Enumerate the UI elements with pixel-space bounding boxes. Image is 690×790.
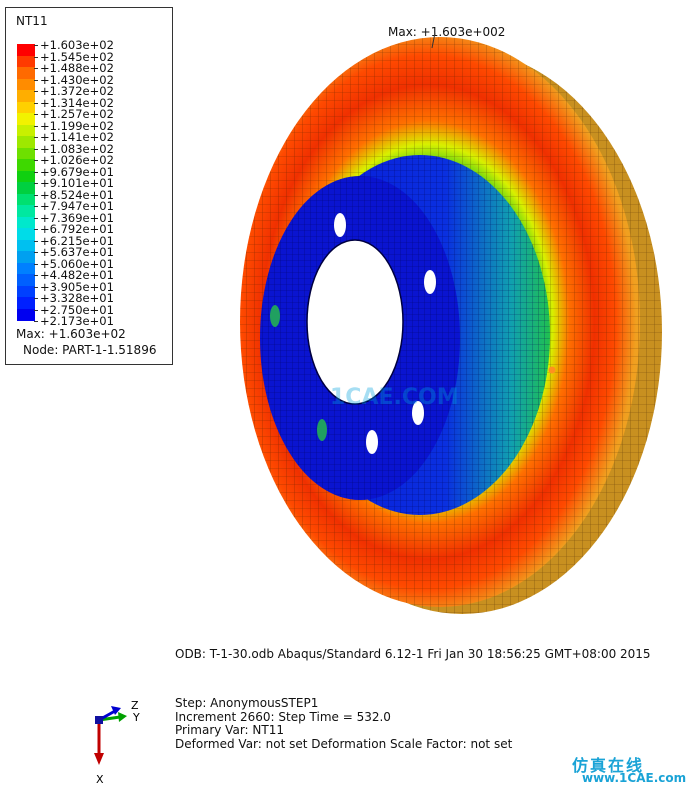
legend-label: +1.199e+02 bbox=[34, 118, 114, 133]
legend-label: +1.083e+02 bbox=[34, 141, 114, 156]
contour-legend: NT11 +1.603e+02 +1.545e+02 +1.488e+02 +1.43… bbox=[5, 7, 173, 365]
center-bore bbox=[306, 239, 404, 405]
legend-swatch bbox=[17, 170, 35, 183]
model-viewport[interactable] bbox=[190, 20, 690, 620]
legend-label: +6.792e+01 bbox=[34, 222, 114, 236]
legend-label: +8.524e+01 bbox=[34, 187, 114, 202]
lug-hole bbox=[317, 419, 327, 441]
legend-label: +9.101e+01 bbox=[34, 176, 114, 190]
coordinate-triad: Z Y X bbox=[94, 699, 140, 785]
max-leader-line bbox=[431, 32, 436, 49]
center-watermark: 1CAE.COM bbox=[330, 385, 459, 410]
legend-label: +1.372e+02 bbox=[34, 84, 114, 98]
legend-swatch bbox=[17, 251, 35, 263]
legend-label: +9.679e+01 bbox=[34, 164, 114, 179]
legend-label: +1.314e+02 bbox=[34, 95, 114, 110]
legend-label: +4.482e+01 bbox=[34, 268, 114, 282]
legend-label: +1.257e+02 bbox=[34, 107, 114, 121]
legend-label: +1.430e+02 bbox=[34, 72, 114, 87]
legend-swatch bbox=[17, 44, 35, 56]
legend-label: +1.488e+02 bbox=[34, 61, 114, 75]
legend-swatch bbox=[17, 90, 35, 102]
max-value-annotation: Max: +1.603e+002 bbox=[388, 25, 506, 39]
triad-z-label: Z bbox=[131, 699, 139, 712]
legend-label: +7.947e+01 bbox=[34, 199, 114, 213]
step-line: Step: AnonymousSTEP1 bbox=[175, 696, 319, 710]
legend-swatch bbox=[17, 285, 35, 298]
legend-swatch bbox=[17, 78, 35, 91]
legend-label: +7.369e+01 bbox=[34, 210, 114, 225]
legend-max-node: Node: PART-1-1.51896 bbox=[23, 343, 157, 357]
deformed-var-line: Deformed Var: not set Deformation Scale … bbox=[175, 736, 513, 751]
legend-label: +5.060e+01 bbox=[34, 256, 114, 271]
legend-swatch bbox=[17, 193, 35, 206]
increment-line: Increment 2660: Step Time = 532.0 bbox=[175, 709, 391, 724]
legend-swatch bbox=[17, 308, 35, 321]
legend-label: +3.905e+01 bbox=[34, 279, 114, 294]
lug-hole bbox=[412, 401, 424, 425]
site-watermark: 仿真在线 bbox=[572, 756, 645, 775]
legend-swatch bbox=[17, 262, 35, 275]
max-node-marker bbox=[548, 366, 556, 374]
triad-y-label: Y bbox=[132, 711, 140, 724]
legend-swatch bbox=[17, 216, 35, 229]
odb-info-line: ODB: T-1-30.odb Abaqus/Standard 6.12-1 F… bbox=[175, 647, 651, 661]
legend-label: +2.173e+01 bbox=[34, 314, 114, 328]
legend-label: +6.215e+01 bbox=[34, 233, 114, 248]
legend-swatch bbox=[17, 147, 35, 160]
legend-label: +2.750e+01 bbox=[34, 302, 114, 317]
lug-hole bbox=[270, 305, 280, 327]
legend-swatch bbox=[17, 159, 35, 171]
primary-var-line: Primary Var: NT11 bbox=[175, 723, 284, 737]
legend-swatch bbox=[17, 228, 35, 240]
legend-swatch bbox=[17, 124, 35, 137]
legend-swatch bbox=[17, 239, 35, 252]
legend-swatch bbox=[17, 274, 35, 286]
legend-label: +1.141e+02 bbox=[34, 130, 114, 144]
legend-label: +5.637e+01 bbox=[34, 245, 114, 259]
legend-swatch bbox=[17, 136, 35, 148]
lug-hole bbox=[366, 430, 378, 454]
legend-title: NT11 bbox=[16, 14, 48, 28]
legend-max-value: Max: +1.603e+02 bbox=[16, 327, 126, 341]
site-watermark-url: www.1CAE.com bbox=[582, 771, 687, 785]
legend-swatch bbox=[17, 205, 35, 217]
legend-label: +1.026e+02 bbox=[34, 153, 114, 167]
legend-swatch bbox=[17, 101, 35, 114]
legend-label: +1.603e+02 bbox=[34, 38, 114, 52]
triad-x-label: X bbox=[96, 773, 104, 785]
legend-label: +3.328e+01 bbox=[34, 291, 114, 305]
legend-swatch bbox=[17, 55, 35, 68]
legend-swatch bbox=[17, 113, 35, 125]
legend-swatch bbox=[17, 297, 35, 309]
step-info-block: Step: AnonymousSTEP1 Increment 2660: Ste… bbox=[175, 696, 513, 751]
legend-swatch bbox=[17, 67, 35, 79]
legend-label: +1.545e+02 bbox=[34, 49, 114, 64]
legend-swatch bbox=[17, 182, 35, 194]
lug-hole bbox=[334, 213, 346, 237]
lug-hole bbox=[424, 270, 436, 294]
